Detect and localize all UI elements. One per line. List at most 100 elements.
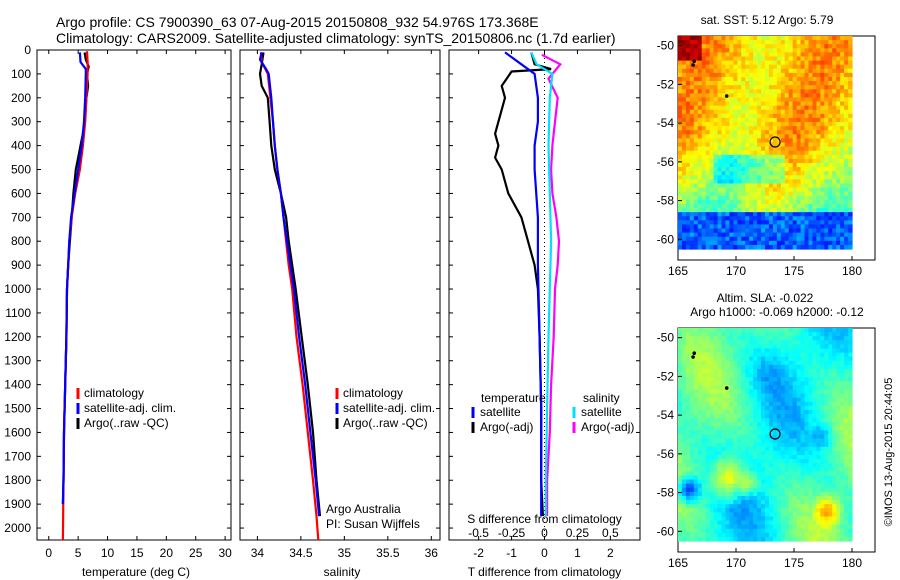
heatmap-cell: [776, 183, 782, 189]
heatmap-cell: [804, 175, 810, 180]
heatmap-cell: [784, 536, 790, 542]
heatmap-cell: [685, 344, 691, 350]
heatmap-cell: [733, 36, 738, 41]
heatmap-cell: [792, 409, 798, 415]
heatmap-cell: [701, 167, 707, 172]
heatmap-cell: [824, 76, 829, 82]
heatmap-cell: [808, 397, 814, 403]
heatmap-cell: [737, 220, 742, 226]
heatmap-cell: [820, 76, 825, 82]
heatmap-cell: [812, 385, 817, 391]
heatmap-cell: [765, 183, 770, 189]
heatmap-cell: [737, 495, 742, 501]
heatmap-cell: [772, 187, 778, 193]
y-tick-label: 1100: [5, 306, 31, 320]
heatmap-cell: [721, 430, 727, 436]
heatmap-cell: [733, 430, 738, 436]
heatmap-cell: [753, 340, 758, 345]
heatmap-cell: [749, 244, 754, 250]
heatmap-cell: [844, 36, 849, 41]
heatmap-cell: [840, 56, 845, 62]
heatmap-cell: [701, 434, 707, 440]
heatmap-cell: [705, 459, 711, 464]
heatmap-cell: [733, 397, 738, 403]
heatmap-cell: [737, 442, 742, 448]
heatmap-cell: [753, 512, 758, 518]
heatmap-cell: [836, 463, 841, 468]
heatmap-cell: [721, 162, 727, 168]
heatmap-cell: [800, 72, 806, 78]
heatmap-cell: [840, 89, 845, 94]
heatmap-cell: [804, 154, 810, 160]
heatmap-cell: [840, 236, 845, 242]
heatmap-cell: [776, 487, 782, 493]
heatmap-cell: [681, 463, 687, 468]
heatmap-cell: [721, 442, 727, 448]
heatmap-cell: [733, 495, 738, 501]
heatmap-cell: [689, 171, 695, 176]
heatmap-cell: [749, 60, 754, 66]
heatmap-cell: [713, 85, 719, 90]
heatmap-cell: [693, 216, 699, 221]
heatmap-cell: [721, 220, 727, 226]
heatmap-cell: [733, 171, 738, 176]
heatmap-cell: [792, 236, 798, 242]
heatmap-cell: [804, 500, 810, 505]
heatmap-cell: [840, 504, 845, 509]
heatmap-cell: [733, 340, 738, 345]
heatmap-cell: [713, 56, 719, 62]
heatmap-cell: [717, 504, 723, 509]
heatmap-cell: [812, 454, 817, 460]
heatmap-cell: [705, 422, 711, 427]
heatmap-cell: [820, 101, 825, 107]
heatmap-cell: [800, 524, 806, 530]
heatmap-cell: [788, 89, 794, 94]
heatmap-cell: [796, 220, 802, 226]
heatmap-cell: [780, 232, 786, 238]
heatmap-cell: [804, 146, 810, 152]
heatmap-cell: [745, 487, 750, 493]
heatmap-cell: [745, 504, 750, 509]
heatmap-cell: [796, 364, 802, 370]
heatmap-cell: [820, 491, 825, 497]
heatmap-cell: [784, 138, 790, 144]
heatmap-cell: [784, 532, 790, 538]
heatmap-cell: [848, 422, 853, 427]
heatmap-cell: [678, 491, 683, 497]
heatmap-cell: [765, 446, 770, 452]
heatmap-cell: [685, 442, 691, 448]
heatmap-cell: [757, 512, 762, 518]
heatmap-cell: [768, 495, 774, 501]
x-tick-label: 30: [218, 546, 232, 560]
heatmap-cell: [808, 134, 814, 140]
heatmap-cell: [761, 85, 766, 90]
heatmap-cell: [776, 76, 782, 82]
heatmap-cell: [705, 520, 711, 526]
heatmap-cell: [824, 459, 829, 464]
heatmap-cell: [792, 381, 798, 386]
heatmap-cell: [828, 236, 833, 242]
heatmap-cell: [761, 72, 766, 78]
heatmap-cell: [721, 138, 727, 144]
heatmap-cell: [812, 93, 817, 99]
heatmap-cell: [745, 158, 750, 164]
heatmap-cell: [701, 56, 707, 62]
heatmap-cell: [705, 364, 711, 370]
heatmap-cell: [721, 113, 727, 119]
heatmap-cell: [776, 332, 782, 337]
heatmap-cell: [693, 122, 699, 127]
heatmap-cell: [808, 60, 814, 66]
heatmap-cell: [721, 520, 727, 526]
heatmap-cell: [685, 364, 691, 370]
heatmap-cell: [745, 175, 750, 180]
heatmap-cell: [737, 520, 742, 526]
heatmap-cell: [844, 122, 849, 127]
heatmap-cell: [788, 126, 794, 131]
heatmap-cell: [709, 150, 715, 156]
heatmap-cell: [678, 150, 683, 156]
heatmap-cell: [741, 89, 746, 94]
heatmap-cell: [780, 397, 786, 403]
y-tick-label: -54: [657, 116, 675, 130]
heatmap-cell: [729, 332, 734, 337]
heatmap-cell: [812, 171, 817, 176]
